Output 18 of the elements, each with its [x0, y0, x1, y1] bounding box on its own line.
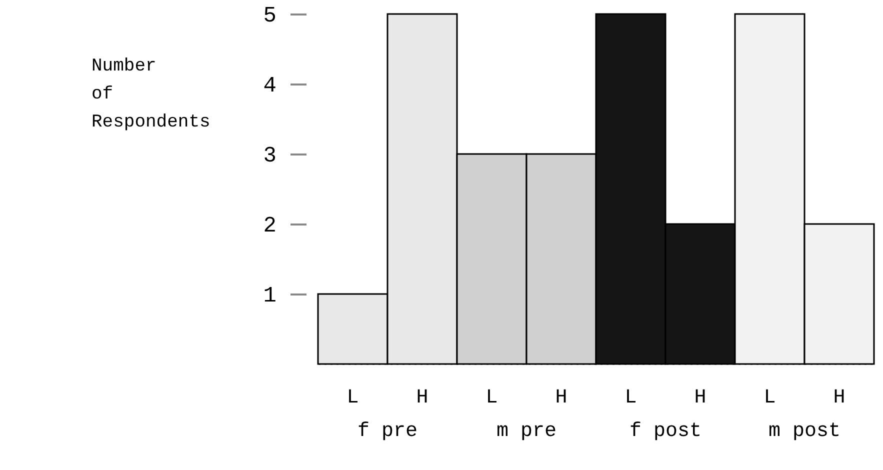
x-tick-label: L — [346, 386, 359, 410]
y-tick-label: 1 — [263, 284, 276, 308]
y-tick-label: 4 — [263, 74, 276, 98]
x-tick-label: L — [624, 386, 637, 410]
text: f pre — [357, 420, 418, 443]
y-tick-label: 3 — [263, 144, 276, 168]
x-tick-label: L — [764, 386, 776, 410]
y-tick-label: 5 — [263, 4, 276, 28]
x-tick-label: H — [833, 386, 846, 410]
text: m pre — [496, 420, 557, 443]
x-tick-label: H — [555, 386, 568, 410]
x-tick-label: H — [694, 386, 706, 410]
x-tick-label: H — [416, 386, 428, 410]
x-tick-label: L — [486, 386, 498, 410]
text: m post — [768, 420, 841, 443]
y-tick-label: 2 — [263, 214, 276, 238]
text: f post — [629, 420, 702, 443]
y-axis-title: Number of Respondents — [92, 56, 210, 132]
